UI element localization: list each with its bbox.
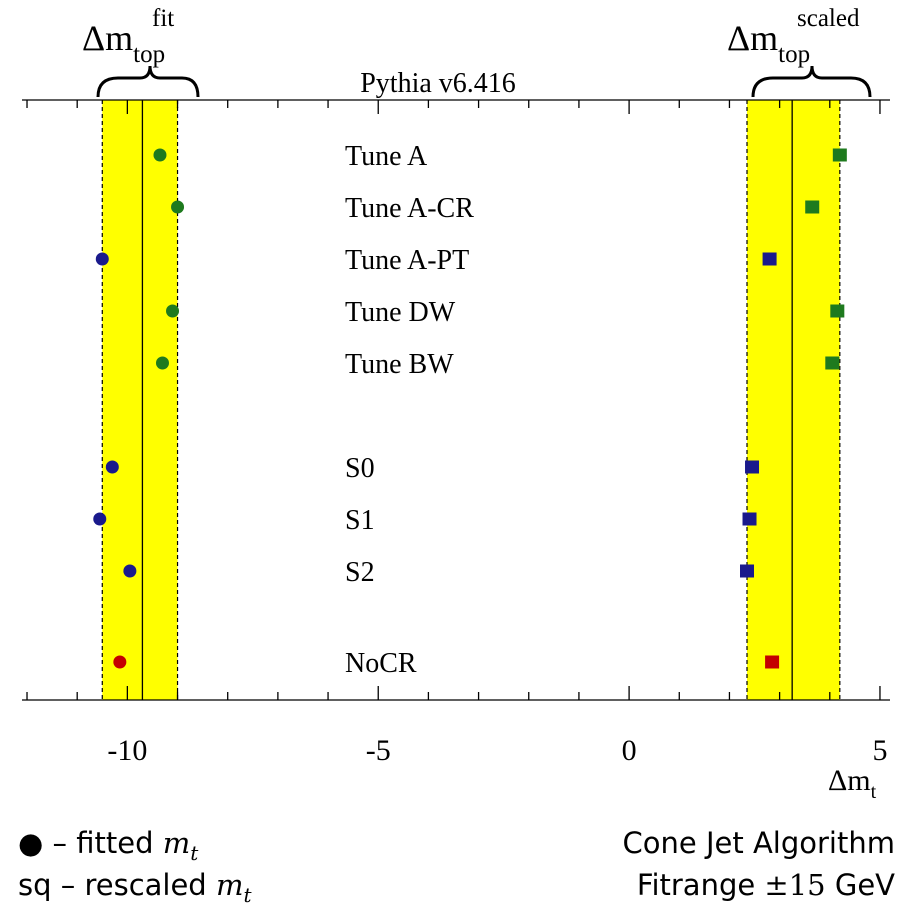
info-fitrange: Fitrange ±15 GeV bbox=[637, 868, 895, 902]
point-rescaled bbox=[825, 356, 840, 370]
point-rescaled bbox=[740, 564, 755, 578]
data-points bbox=[93, 148, 847, 669]
row-label: Tune DW bbox=[345, 297, 456, 328]
chart-title: Pythia v6.416 bbox=[360, 68, 516, 99]
brace-fit bbox=[96, 65, 200, 98]
row-label: S1 bbox=[345, 505, 375, 536]
legend-fitted-m-sub: t bbox=[190, 840, 199, 865]
point-fitted bbox=[123, 564, 137, 578]
legend-rescaled: sq – rescaled mt bbox=[18, 868, 251, 908]
row-label: Tune A-CR bbox=[345, 193, 474, 224]
row-label: Tune A-PT bbox=[345, 245, 469, 276]
legend-rescaled-m-sub: t bbox=[243, 882, 252, 907]
svg-text:Δmtop: Δmtop bbox=[82, 18, 165, 68]
x-axis-label-main: Δm bbox=[828, 764, 871, 797]
point-rescaled bbox=[832, 148, 847, 162]
legend-fitted-text: – fitted bbox=[43, 826, 163, 860]
band-scaled-symbol: Δm bbox=[727, 18, 778, 58]
band-fit-sup: fit bbox=[152, 5, 174, 32]
x-tick-label: 0 bbox=[622, 734, 637, 767]
point-rescaled bbox=[742, 512, 757, 526]
x-tick-label: -10 bbox=[107, 734, 147, 767]
band-scaled-sup: scaled bbox=[797, 5, 860, 32]
axis-ticks: -10 -5 0 5 bbox=[26, 100, 887, 767]
bands-layer bbox=[101, 100, 841, 700]
point-rescaled bbox=[765, 655, 780, 669]
band-1 bbox=[747, 100, 840, 700]
x-axis-label-sub: t bbox=[871, 781, 877, 800]
info-algorithm: Cone Jet Algorithm bbox=[623, 826, 895, 860]
point-fitted bbox=[171, 200, 185, 214]
point-fitted bbox=[153, 148, 167, 162]
row-labels: Tune A Tune A-CR Tune A-PT Tune DW Tune BW S0… bbox=[345, 141, 474, 679]
point-rescaled bbox=[762, 252, 777, 266]
info-fitrange-text: Fitrange bbox=[636, 868, 765, 902]
band-label-fit: Δmtop fit bbox=[82, 5, 200, 98]
x-axis-label: Δmt bbox=[828, 764, 877, 800]
band-fit-sub: top bbox=[133, 41, 165, 68]
row-label: Tune A bbox=[345, 141, 428, 172]
brace-scaled bbox=[751, 65, 872, 98]
x-tick-label: -5 bbox=[366, 734, 391, 767]
svg-text:Δmtop: Δmtop bbox=[727, 18, 810, 68]
info-algorithm-text: Cone Jet Algorithm bbox=[622, 826, 895, 860]
point-fitted bbox=[95, 252, 109, 266]
band-0 bbox=[102, 100, 178, 700]
legend-rescaled-m: m bbox=[215, 868, 244, 902]
point-rescaled bbox=[805, 200, 820, 214]
point-rescaled bbox=[745, 460, 760, 474]
info-fitrange-pm: ±15 bbox=[764, 868, 826, 902]
band-scaled-sub: top bbox=[778, 41, 810, 68]
point-fitted bbox=[105, 460, 119, 474]
row-label: S0 bbox=[345, 453, 375, 484]
point-fitted bbox=[155, 356, 169, 370]
legend-fitted-marker: ● bbox=[18, 826, 44, 860]
plot-frame bbox=[22, 99, 890, 701]
legend-fitted-m: m bbox=[162, 826, 191, 860]
row-label: S2 bbox=[345, 557, 375, 588]
row-label: Tune BW bbox=[345, 349, 454, 380]
legend-rescaled-text: sq – rescaled bbox=[18, 868, 216, 902]
band-fit-symbol: Δm bbox=[82, 18, 133, 58]
point-fitted bbox=[113, 655, 127, 669]
legend-fitted: ● – fitted mt bbox=[18, 826, 198, 866]
point-rescaled bbox=[830, 304, 845, 318]
row-label: NoCR bbox=[345, 648, 417, 679]
info-fitrange-unit: GeV bbox=[825, 868, 895, 902]
band-label-scaled: Δmtop scaled bbox=[727, 5, 872, 98]
point-fitted bbox=[93, 512, 107, 526]
x-tick-label: 5 bbox=[872, 734, 887, 767]
point-fitted bbox=[166, 304, 180, 318]
